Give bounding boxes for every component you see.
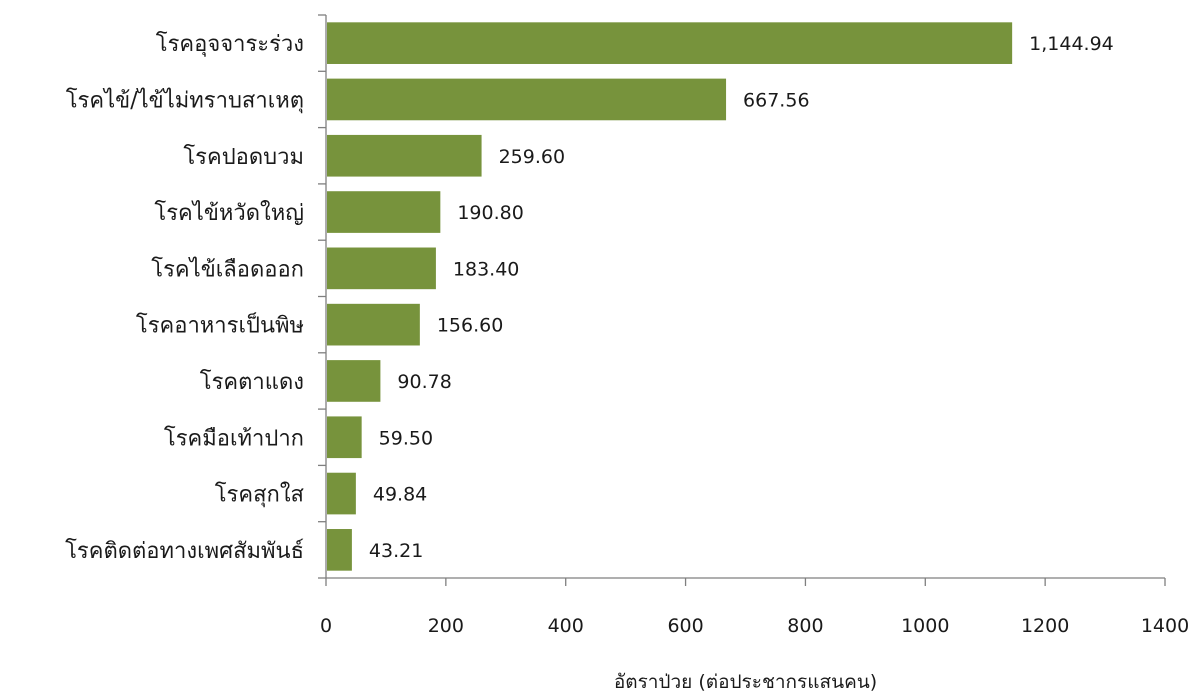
- bar: [327, 191, 441, 233]
- axes: [318, 14, 1166, 586]
- bar: [327, 416, 362, 459]
- bar: [327, 247, 436, 290]
- category-label: โรคไข้/ไข้ไม่ทราบสาเหตุ: [66, 87, 304, 113]
- category-label: โรคปอดบวม: [183, 144, 304, 170]
- x-tick-labels: 0 200 400 600 800 1000 1200 1400: [320, 615, 1189, 637]
- x-tick-label: 800: [787, 615, 823, 637]
- data-label: 59.50: [379, 427, 433, 449]
- category-label: โรคสุกใส: [215, 482, 305, 508]
- value-labels: 1,144.94 667.56 259.60 190.80 183.40 156.60 90…: [369, 33, 1114, 562]
- bar: [327, 303, 420, 346]
- bar: [327, 360, 381, 402]
- x-axis-title: อัตราป่วย (ต่อประชากรแสนคน): [614, 671, 877, 693]
- bars-group: [327, 22, 1013, 571]
- bar: [327, 472, 356, 515]
- x-tick-label: 0: [320, 615, 332, 637]
- data-label: 49.84: [373, 484, 427, 506]
- bar: [327, 78, 727, 121]
- data-label: 667.56: [743, 89, 809, 111]
- x-tick-label: 1200: [1021, 615, 1069, 637]
- data-label: 183.40: [453, 258, 519, 280]
- data-label: 190.80: [457, 202, 523, 224]
- data-label: 156.60: [437, 315, 503, 337]
- category-label: โรคอาหารเป็นพิษ: [136, 311, 304, 339]
- category-labels: โรคอุจจาระร่วงโรคไข้/ไข้ไม่ทราบสาเหตุโรค…: [65, 31, 304, 564]
- category-label: โรคติดต่อทางเพศสัมพันธ์: [65, 538, 304, 564]
- bar: [327, 529, 352, 571]
- bar: [327, 134, 482, 177]
- x-tick-label: 1000: [901, 615, 949, 637]
- category-label: โรคมือเท้าปาก: [164, 425, 304, 451]
- x-tick-label: 1400: [1141, 615, 1189, 637]
- data-label: 90.78: [397, 371, 451, 393]
- x-tick-label: 200: [428, 615, 464, 637]
- x-tick-label: 400: [548, 615, 584, 637]
- data-label: 1,144.94: [1029, 33, 1114, 55]
- bar: [327, 22, 1013, 64]
- category-label: โรคอุจจาระร่วง: [156, 31, 304, 57]
- category-label: โรคตาแดง: [200, 369, 304, 395]
- category-label: โรคไข้เลือดออก: [151, 256, 304, 282]
- category-label: โรคไข้หวัดใหญ่: [154, 200, 304, 226]
- data-label: 259.60: [499, 146, 565, 168]
- data-label: 43.21: [369, 540, 423, 562]
- x-tick-label: 600: [667, 615, 703, 637]
